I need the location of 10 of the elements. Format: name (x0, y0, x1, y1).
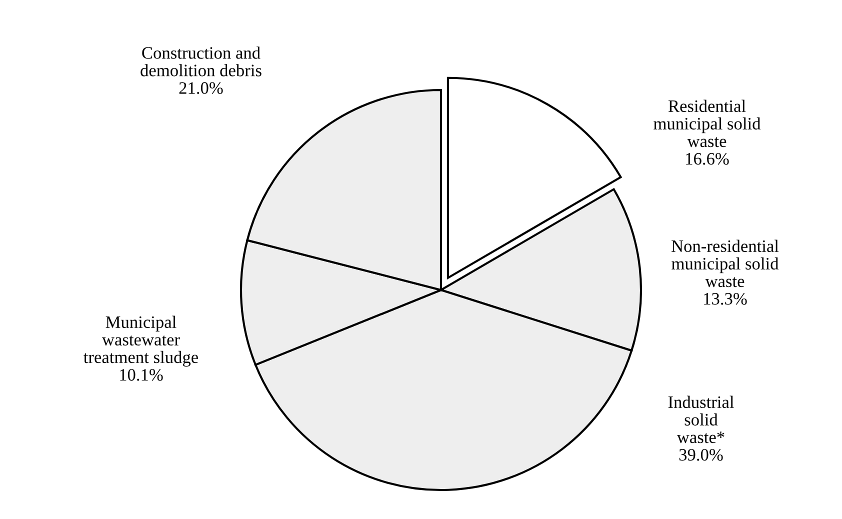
data-label: 13.3% (704, 292, 747, 305)
data-label: 16.6% (686, 152, 729, 165)
data-label: 39.0% (679, 448, 723, 461)
data-label: 10.1% (120, 368, 163, 381)
slice-label: Construction and demolition debris (140, 46, 262, 76)
slice-label: Residential municipal solid waste (654, 100, 761, 148)
data-label: 21.0% (179, 82, 223, 94)
slice-label: Non-residential municipal solid waste (672, 240, 779, 288)
slice-label: Industrial solid waste* (668, 396, 734, 444)
slice-label: Municipal wastewater treatment sludge (84, 316, 198, 367)
